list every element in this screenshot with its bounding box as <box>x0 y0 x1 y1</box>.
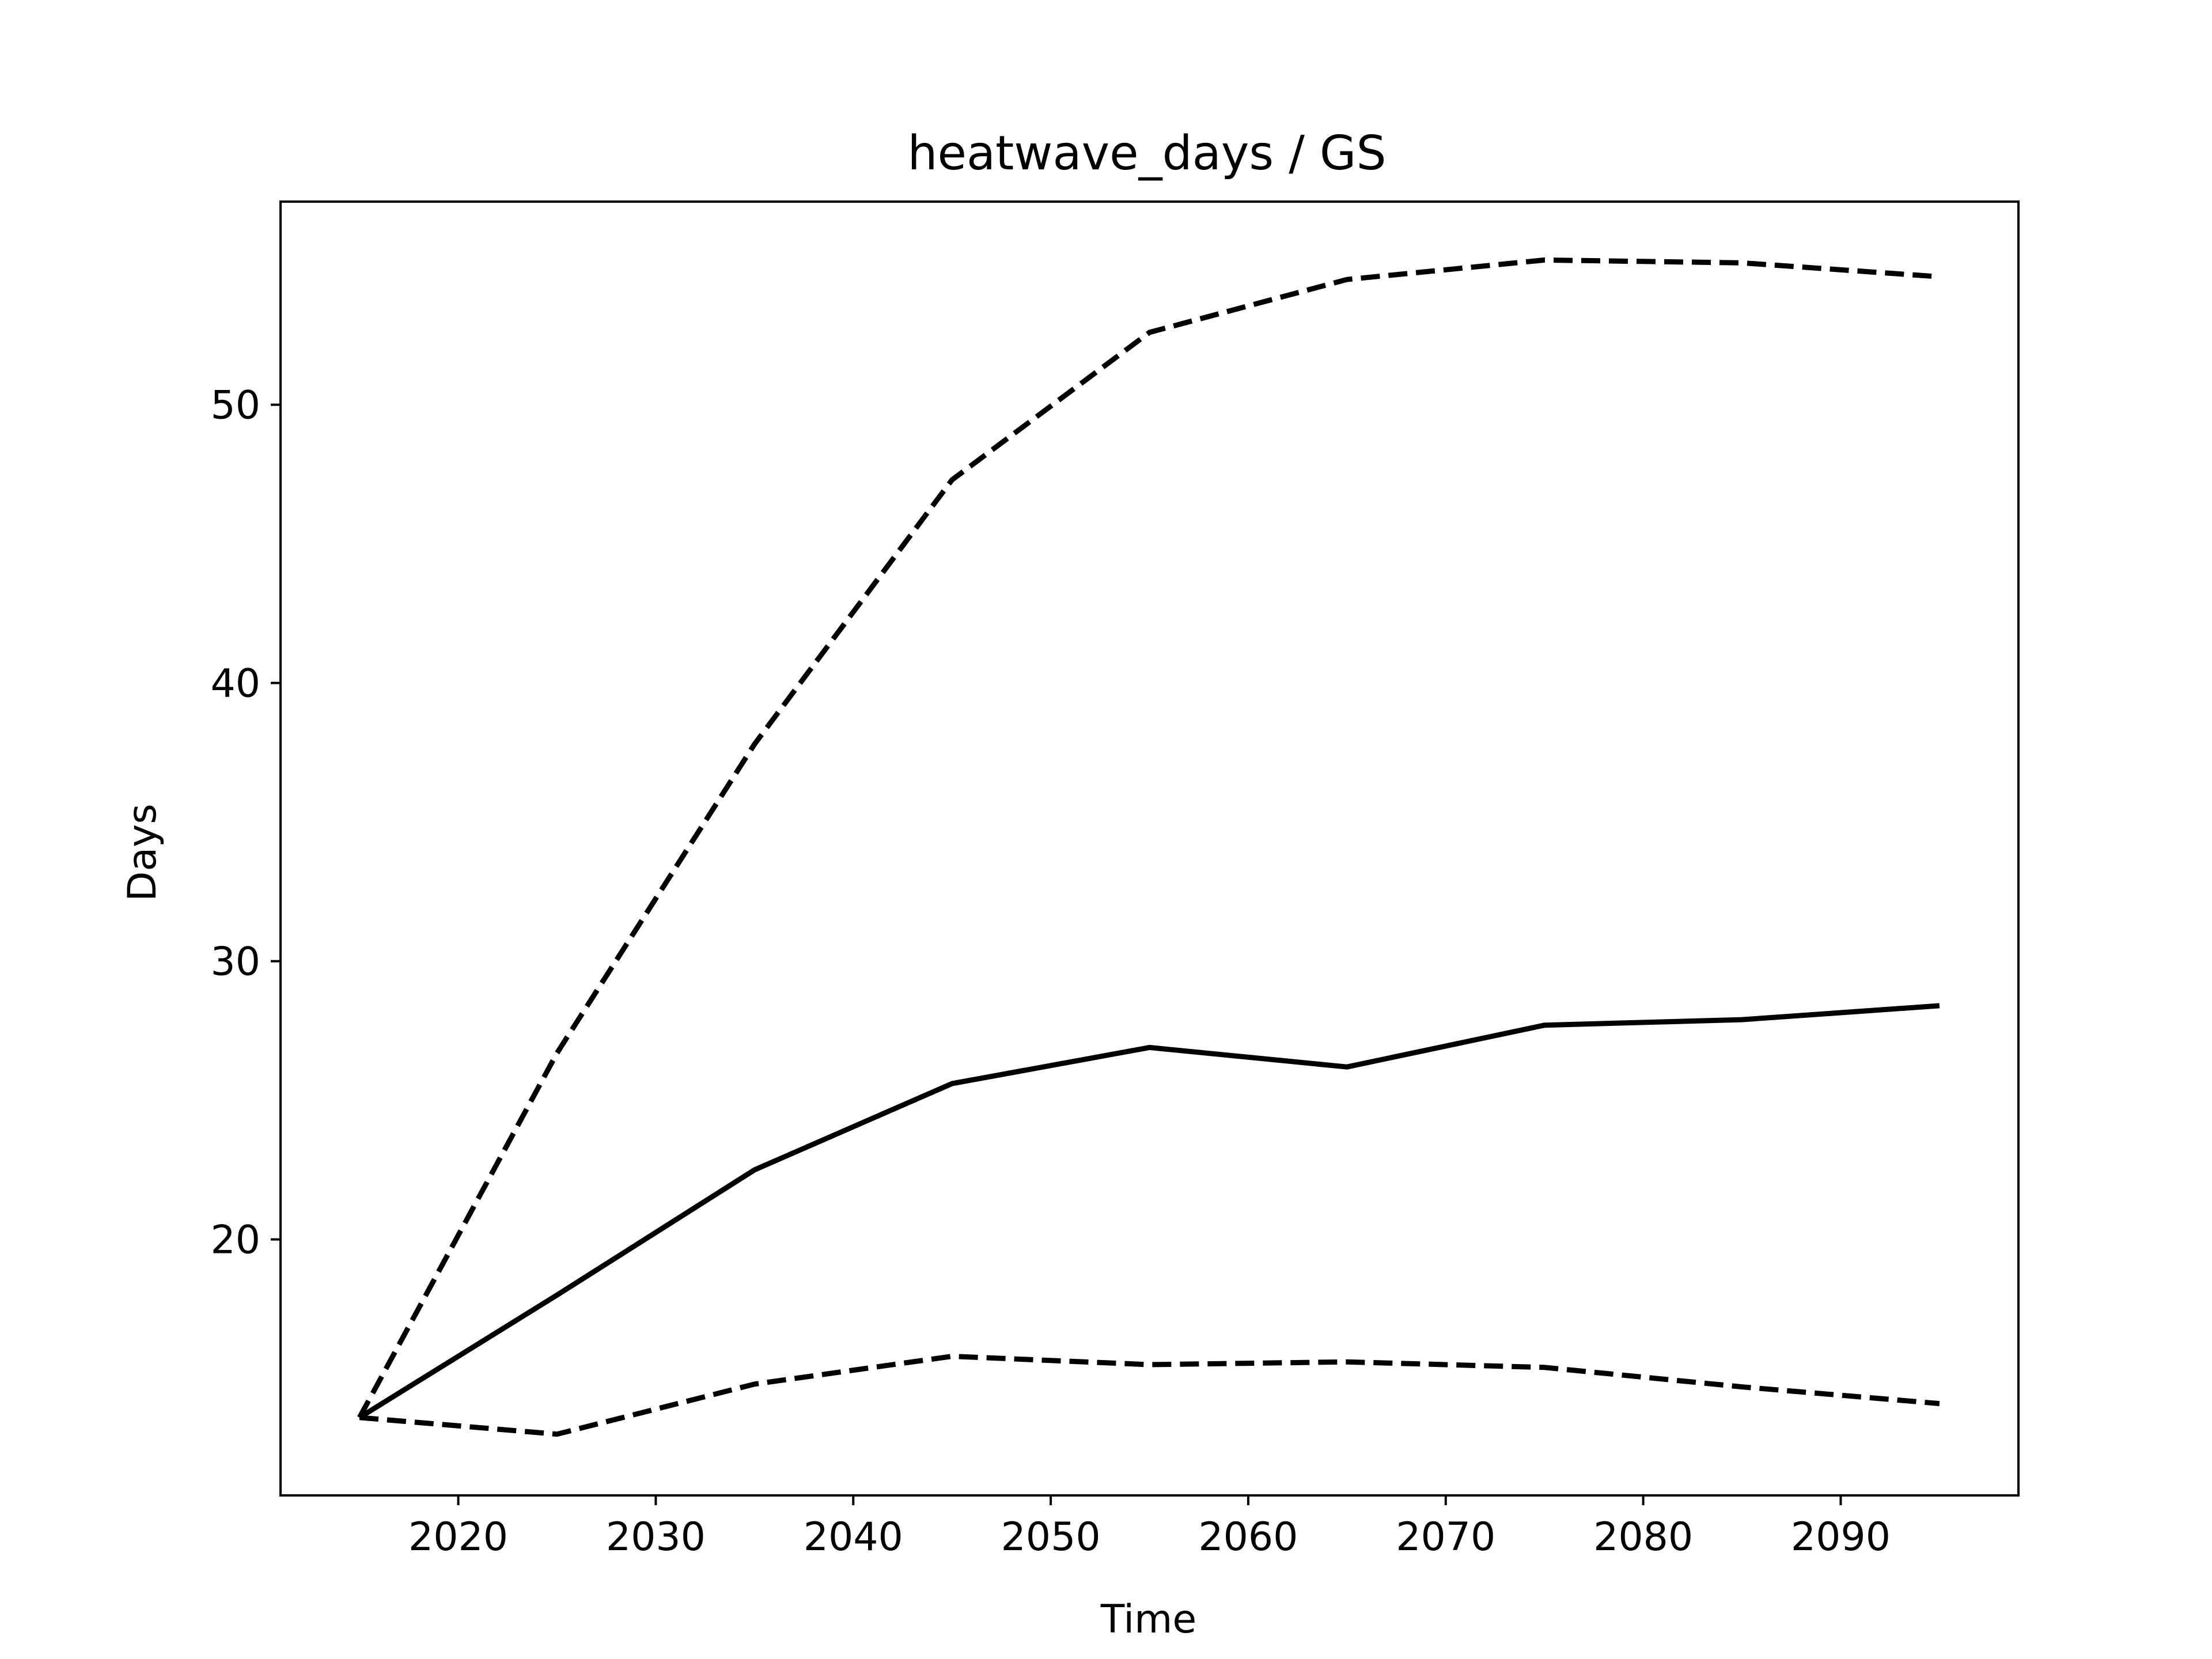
y-tick-label: 40 <box>210 661 260 707</box>
x-tick-label: 2060 <box>1198 1514 1298 1560</box>
x-tick-label: 2020 <box>408 1514 508 1560</box>
series-line-3-dashed <box>359 1354 1940 1437</box>
plot-area <box>279 200 2020 1497</box>
x-axis-label: Time <box>1100 1597 1196 1642</box>
chart-title: heatwave_days / GS <box>907 126 1386 181</box>
y-axis: 20 30 40 50 <box>210 383 281 1263</box>
x-tick-label: 2040 <box>804 1514 903 1560</box>
plot-background <box>281 202 2018 1495</box>
x-tick-label: 2070 <box>1396 1514 1495 1560</box>
series-layer <box>357 257 1940 1437</box>
y-tick-label: 20 <box>210 1218 260 1263</box>
series-line-1-dashed <box>357 257 1940 1419</box>
y-tick-label: 30 <box>210 940 260 985</box>
y-axis-label: Days <box>120 804 165 902</box>
series-line-2-solid <box>358 1003 1940 1420</box>
x-tick-label: 2080 <box>1593 1514 1693 1560</box>
x-tick-label: 2050 <box>1001 1514 1101 1560</box>
x-axis: 2020 2030 2040 2050 2060 2070 2080 2090 <box>408 1495 1891 1560</box>
y-tick-label: 50 <box>210 383 260 429</box>
x-tick-label: 2090 <box>1791 1514 1891 1560</box>
plot-frame <box>279 200 2020 1497</box>
x-tick-label: 2030 <box>606 1514 706 1560</box>
